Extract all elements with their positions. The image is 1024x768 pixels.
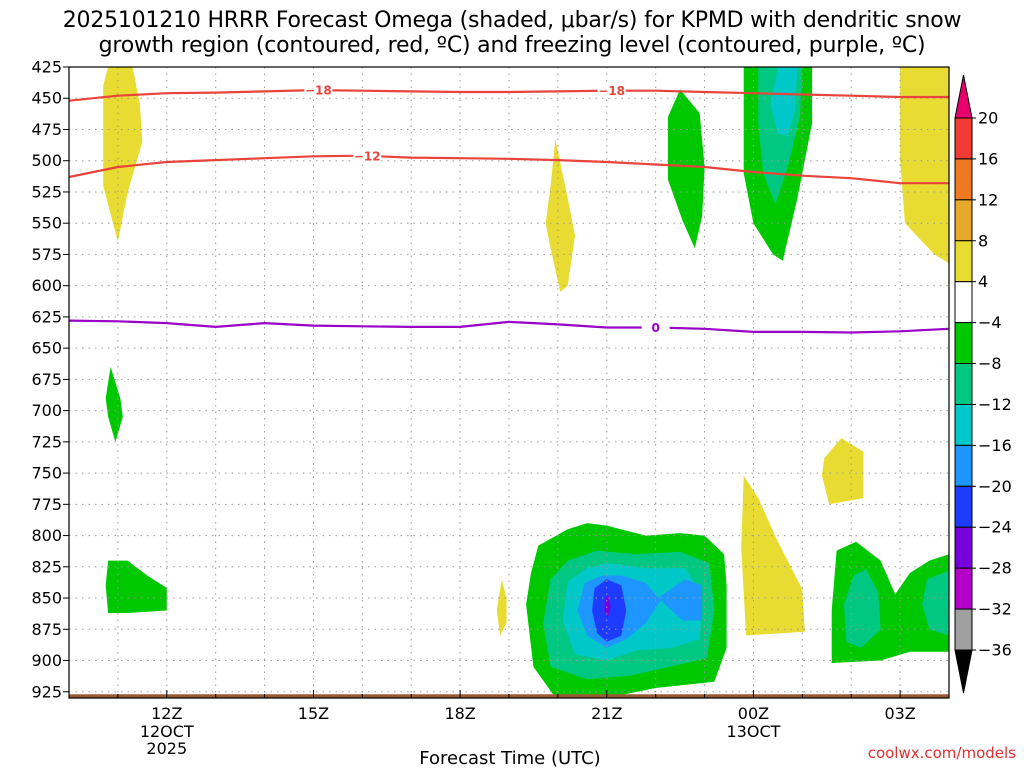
y-tick-label-450: 450 bbox=[31, 89, 62, 108]
omega-region-16 bbox=[770, 67, 798, 136]
colorbar-top-triangle bbox=[954, 74, 973, 119]
y-tick-label-750: 750 bbox=[31, 464, 62, 483]
colorbar-bin-16-to-20 bbox=[954, 117, 973, 160]
x-tick-year-12Z: 2025 bbox=[146, 739, 187, 758]
contour-dgz-minus-18 bbox=[69, 88, 949, 102]
y-tick-label-625: 625 bbox=[31, 307, 62, 326]
colorbar-label-8: 8 bbox=[978, 231, 988, 250]
y-tick-label-900: 900 bbox=[31, 651, 62, 670]
x-tick-label-03Z: 03Z bbox=[884, 704, 915, 723]
chart-title: 2025101210 HRRR Forecast Omega (shaded, … bbox=[0, 8, 1024, 58]
omega-shading bbox=[103, 67, 949, 698]
omega-region-1 bbox=[545, 139, 575, 292]
y-tick-label-525: 525 bbox=[31, 182, 62, 201]
colorbar-bin--24-to--20 bbox=[954, 485, 973, 528]
colorbar-bin--12-to--8 bbox=[954, 363, 973, 405]
y-tick-label-425: 425 bbox=[31, 58, 62, 77]
colorbar-label-16: 16 bbox=[978, 149, 998, 168]
colorbar-bin--8-to--4 bbox=[954, 322, 973, 365]
colorbar-label-12: 12 bbox=[978, 190, 998, 209]
x-tick-label-21Z: 21Z bbox=[591, 704, 622, 723]
colorbar-label--32: −32 bbox=[978, 600, 1012, 619]
omega-region-14 bbox=[843, 569, 881, 648]
y-tick-label-675: 675 bbox=[31, 370, 62, 389]
omega-region-4 bbox=[821, 438, 864, 505]
omega-region-6 bbox=[105, 366, 123, 442]
y-tick-label-925: 925 bbox=[31, 682, 62, 701]
omega-region-8 bbox=[667, 89, 705, 249]
x-axis-title: Forecast Time (UTC) bbox=[419, 748, 600, 768]
x-tick-label-00Z: 00Z bbox=[738, 704, 769, 723]
contour-freezing-level-0 bbox=[69, 319, 949, 334]
colorbar-label--16: −16 bbox=[978, 436, 1012, 455]
y-tick-label-875: 875 bbox=[31, 620, 62, 639]
y-axis: 425 450 475 500 525 550 575 600 625 650 675 700 725 7… bbox=[31, 58, 69, 701]
y-tick-label-825: 825 bbox=[31, 557, 62, 576]
x-tick-date-12Z: 12OCT bbox=[140, 722, 194, 741]
omega-region-2 bbox=[900, 67, 949, 264]
credit-text: coolwx.com/models bbox=[868, 744, 1016, 762]
colorbar-label--8: −8 bbox=[978, 354, 1002, 373]
contour-label-dgz-minus-18-0: −18 bbox=[305, 84, 332, 98]
colorbar-label--36: −36 bbox=[978, 641, 1012, 660]
y-tick-label-850: 850 bbox=[31, 589, 62, 608]
colorbar-bin-4-to-8 bbox=[954, 240, 973, 283]
contour-label-freezing-level-0-0: 0 bbox=[651, 321, 659, 335]
contour-label-dgz-minus-18-1: −18 bbox=[598, 84, 625, 98]
colorbar-label--24: −24 bbox=[978, 518, 1012, 537]
omega-region-3 bbox=[741, 475, 805, 636]
x-tick-label-15Z: 15Z bbox=[298, 704, 329, 723]
contour-label-bg-dgz-minus-12-0 bbox=[353, 148, 382, 163]
colorbar: 20 16 12 8 4 −4 −8 −12 −16 −20 −24 −28 −32 −36 bbox=[954, 74, 1012, 694]
colorbar-label-20: 20 bbox=[978, 109, 998, 128]
omega-region-19 bbox=[658, 579, 703, 621]
colorbar-bottom-triangle bbox=[954, 649, 973, 694]
contour-label-bg-dgz-minus-18-0 bbox=[304, 83, 333, 98]
colorbar-bin--4-to-4 bbox=[954, 281, 973, 324]
omega-region-15 bbox=[922, 570, 949, 636]
colorbar-bin--36-to--32 bbox=[954, 608, 973, 651]
contour-label-bg-freezing-level-0-0 bbox=[641, 320, 670, 335]
contour-label-dgz-minus-12-0: −12 bbox=[354, 149, 381, 163]
y-tick-label-725: 725 bbox=[31, 432, 62, 451]
y-tick-label-575: 575 bbox=[31, 245, 62, 264]
colorbar-label-4: 4 bbox=[978, 272, 988, 291]
y-tick-label-600: 600 bbox=[31, 276, 62, 295]
omega-region-7 bbox=[105, 560, 167, 613]
contour-dgz-minus-12 bbox=[69, 154, 949, 185]
colorbar-label--28: −28 bbox=[978, 559, 1012, 578]
y-tick-label-500: 500 bbox=[31, 151, 62, 170]
colorbar-bin--20-to--16 bbox=[954, 444, 973, 487]
colorbar-label--4: −4 bbox=[978, 313, 1002, 332]
colorbar-bin-8-to-12 bbox=[954, 199, 973, 242]
contour-label-bg-dgz-minus-18-1 bbox=[597, 83, 626, 98]
y-tick-label-650: 650 bbox=[31, 339, 62, 358]
x-tick-date-00Z: 13OCT bbox=[726, 722, 780, 741]
colorbar-bin--28-to--24 bbox=[954, 526, 973, 569]
omega-region-5 bbox=[496, 579, 507, 636]
y-tick-label-800: 800 bbox=[31, 526, 62, 545]
colorbar-bin-12-to-16 bbox=[954, 158, 973, 201]
colorbar-bin--16-to--12 bbox=[954, 403, 973, 446]
colorbar-label--12: −12 bbox=[978, 395, 1012, 414]
y-tick-label-700: 700 bbox=[31, 401, 62, 420]
y-tick-label-475: 475 bbox=[31, 120, 62, 139]
chart-title-line-2: growth region (contoured, red, ºC) and f… bbox=[98, 33, 926, 58]
contour-labels: −18 −18 −12 0 bbox=[304, 83, 670, 335]
omega-region-21 bbox=[604, 595, 611, 618]
y-tick-label-775: 775 bbox=[31, 495, 62, 514]
x-tick-label-12Z: 12Z bbox=[151, 704, 182, 723]
omega-region-0 bbox=[103, 67, 143, 242]
colorbar-bin--32-to--28 bbox=[954, 567, 973, 610]
contour-lines bbox=[69, 88, 949, 334]
y-tick-label-550: 550 bbox=[31, 214, 62, 233]
chart-title-line-1: 2025101210 HRRR Forecast Omega (shaded, … bbox=[62, 8, 962, 33]
x-tick-label-18Z: 18Z bbox=[444, 704, 475, 723]
colorbar-label--20: −20 bbox=[978, 477, 1012, 496]
